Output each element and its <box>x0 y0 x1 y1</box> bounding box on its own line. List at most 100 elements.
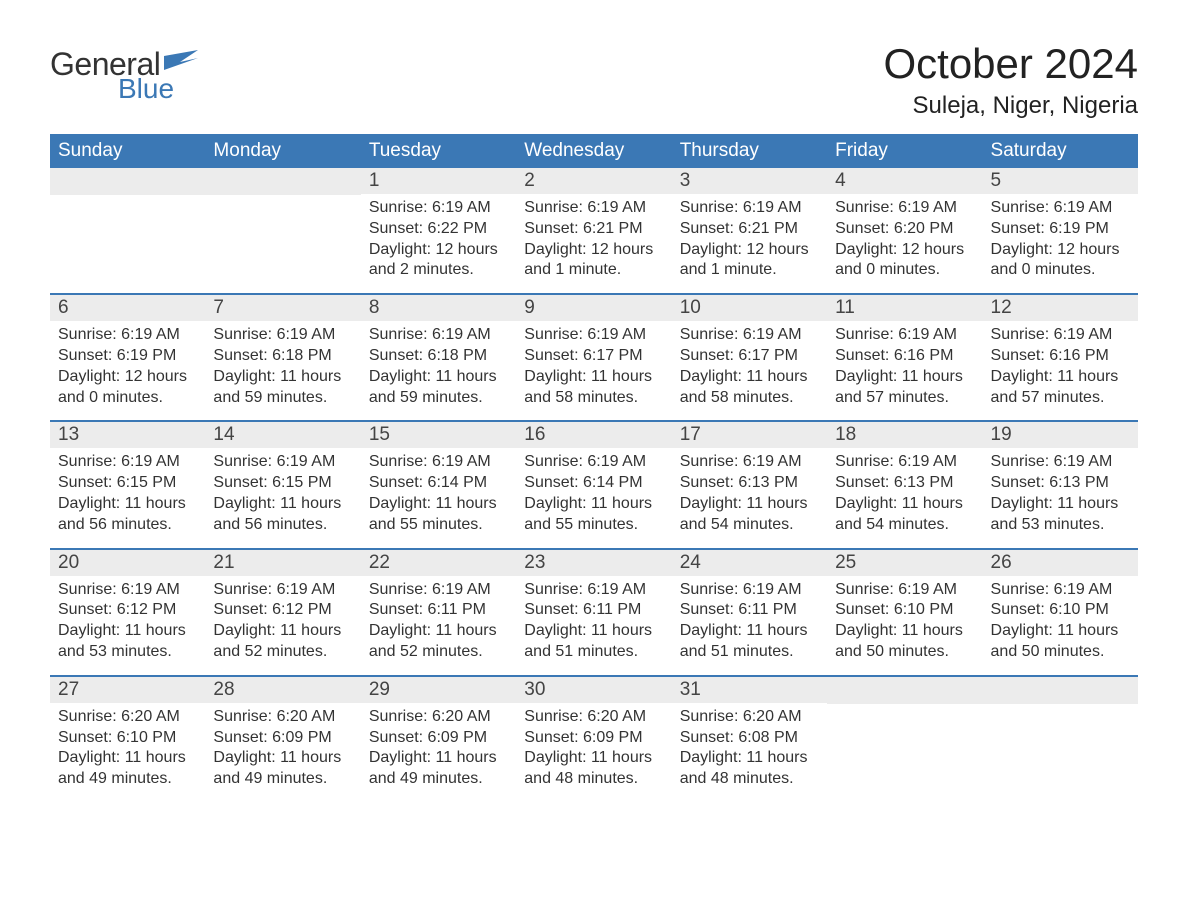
day-number: 31 <box>672 677 827 703</box>
day-number: 13 <box>50 422 205 448</box>
sunset-text: Sunset: 6:17 PM <box>680 346 819 367</box>
week-row: 6Sunrise: 6:19 AMSunset: 6:19 PMDaylight… <box>50 293 1138 420</box>
daylight-text: Daylight: 11 hours and 59 minutes. <box>369 367 508 409</box>
sunrise-text: Sunrise: 6:19 AM <box>835 580 974 601</box>
sunrise-text: Sunrise: 6:19 AM <box>835 198 974 219</box>
sunrise-text: Sunrise: 6:19 AM <box>213 580 352 601</box>
day-cell: 18Sunrise: 6:19 AMSunset: 6:13 PMDayligh… <box>827 422 982 547</box>
day-body: Sunrise: 6:20 AMSunset: 6:08 PMDaylight:… <box>672 703 827 802</box>
week-row: 13Sunrise: 6:19 AMSunset: 6:15 PMDayligh… <box>50 420 1138 547</box>
daylight-text: Daylight: 11 hours and 59 minutes. <box>213 367 352 409</box>
sunrise-text: Sunrise: 6:19 AM <box>213 325 352 346</box>
sunrise-text: Sunrise: 6:19 AM <box>524 452 663 473</box>
day-number: 30 <box>516 677 671 703</box>
day-cell: 1Sunrise: 6:19 AMSunset: 6:22 PMDaylight… <box>361 168 516 293</box>
day-body: Sunrise: 6:20 AMSunset: 6:09 PMDaylight:… <box>361 703 516 802</box>
daylight-text: Daylight: 11 hours and 49 minutes. <box>58 748 197 790</box>
sunrise-text: Sunrise: 6:19 AM <box>58 452 197 473</box>
day-number: 18 <box>827 422 982 448</box>
day-cell: 28Sunrise: 6:20 AMSunset: 6:09 PMDayligh… <box>205 677 360 802</box>
weekday-header-row: SundayMondayTuesdayWednesdayThursdayFrid… <box>50 134 1138 168</box>
weekday-header: Sunday <box>50 134 205 168</box>
day-cell: 4Sunrise: 6:19 AMSunset: 6:20 PMDaylight… <box>827 168 982 293</box>
day-cell: 6Sunrise: 6:19 AMSunset: 6:19 PMDaylight… <box>50 295 205 420</box>
day-number: 6 <box>50 295 205 321</box>
day-cell: 3Sunrise: 6:19 AMSunset: 6:21 PMDaylight… <box>672 168 827 293</box>
sunset-text: Sunset: 6:13 PM <box>991 473 1130 494</box>
daylight-text: Daylight: 11 hours and 50 minutes. <box>835 621 974 663</box>
sunrise-text: Sunrise: 6:19 AM <box>524 198 663 219</box>
sunset-text: Sunset: 6:18 PM <box>213 346 352 367</box>
daylight-text: Daylight: 11 hours and 55 minutes. <box>524 494 663 536</box>
day-body: Sunrise: 6:19 AMSunset: 6:14 PMDaylight:… <box>361 448 516 547</box>
sunrise-text: Sunrise: 6:19 AM <box>991 580 1130 601</box>
week-row: 1Sunrise: 6:19 AMSunset: 6:22 PMDaylight… <box>50 168 1138 293</box>
daylight-text: Daylight: 12 hours and 1 minute. <box>680 240 819 282</box>
sunrise-text: Sunrise: 6:19 AM <box>213 452 352 473</box>
sunrise-text: Sunrise: 6:19 AM <box>369 325 508 346</box>
sunrise-text: Sunrise: 6:19 AM <box>835 325 974 346</box>
day-cell: 13Sunrise: 6:19 AMSunset: 6:15 PMDayligh… <box>50 422 205 547</box>
day-cell: 20Sunrise: 6:19 AMSunset: 6:12 PMDayligh… <box>50 550 205 675</box>
daylight-text: Daylight: 11 hours and 55 minutes. <box>369 494 508 536</box>
day-number: 16 <box>516 422 671 448</box>
sunset-text: Sunset: 6:15 PM <box>58 473 197 494</box>
day-number: 21 <box>205 550 360 576</box>
day-number <box>205 168 360 195</box>
sunrise-text: Sunrise: 6:19 AM <box>680 325 819 346</box>
daylight-text: Daylight: 12 hours and 1 minute. <box>524 240 663 282</box>
day-body: Sunrise: 6:19 AMSunset: 6:11 PMDaylight:… <box>361 576 516 675</box>
daylight-text: Daylight: 11 hours and 56 minutes. <box>58 494 197 536</box>
weekday-header: Saturday <box>983 134 1138 168</box>
weekday-header: Thursday <box>672 134 827 168</box>
sunrise-text: Sunrise: 6:20 AM <box>524 707 663 728</box>
sunrise-text: Sunrise: 6:19 AM <box>524 580 663 601</box>
day-body: Sunrise: 6:20 AMSunset: 6:09 PMDaylight:… <box>205 703 360 802</box>
day-body: Sunrise: 6:20 AMSunset: 6:10 PMDaylight:… <box>50 703 205 802</box>
sunrise-text: Sunrise: 6:19 AM <box>58 580 197 601</box>
page-title: October 2024 <box>883 40 1138 88</box>
day-body: Sunrise: 6:19 AMSunset: 6:13 PMDaylight:… <box>983 448 1138 547</box>
day-cell: 8 Sunrise: 6:19 AMSunset: 6:18 PMDaylight… <box>361 295 516 420</box>
day-body: Sunrise: 6:19 AMSunset: 6:21 PMDaylight:… <box>672 194 827 293</box>
day-cell <box>983 677 1138 802</box>
sunset-text: Sunset: 6:22 PM <box>369 219 508 240</box>
day-cell: 5Sunrise: 6:19 AMSunset: 6:19 PMDaylight… <box>983 168 1138 293</box>
day-cell: 26 Sunrise: 6:19 AMSunset: 6:10 PMDayligh… <box>983 550 1138 675</box>
day-number: 26 <box>983 550 1138 576</box>
day-body: Sunrise: 6:19 AMSunset: 6:13 PMDaylight:… <box>827 448 982 547</box>
sunset-text: Sunset: 6:18 PM <box>369 346 508 367</box>
sunset-text: Sunset: 6:10 PM <box>991 600 1130 621</box>
day-cell: 24Sunrise: 6:19 AMSunset: 6:11 PMDayligh… <box>672 550 827 675</box>
day-body: Sunrise: 6:19 AMSunset: 6:17 PMDaylight:… <box>672 321 827 420</box>
sunset-text: Sunset: 6:16 PM <box>835 346 974 367</box>
day-body: Sunrise: 6:19 AMSunset: 6:19 PMDaylight:… <box>983 194 1138 293</box>
day-cell <box>827 677 982 802</box>
day-number: 27 <box>50 677 205 703</box>
day-number: 8 <box>361 295 516 321</box>
day-number: 10 <box>672 295 827 321</box>
calendar: SundayMondayTuesdayWednesdayThursdayFrid… <box>50 134 1138 802</box>
sunrise-text: Sunrise: 6:19 AM <box>369 452 508 473</box>
daylight-text: Daylight: 11 hours and 54 minutes. <box>680 494 819 536</box>
day-number: 19 <box>983 422 1138 448</box>
day-number: 2 <box>516 168 671 194</box>
title-block: October 2024 Suleja, Niger, Nigeria <box>883 40 1138 120</box>
daylight-text: Daylight: 11 hours and 58 minutes. <box>524 367 663 409</box>
sunset-text: Sunset: 6:20 PM <box>835 219 974 240</box>
sunset-text: Sunset: 6:13 PM <box>680 473 819 494</box>
day-body: Sunrise: 6:19 AMSunset: 6:15 PMDaylight:… <box>50 448 205 547</box>
day-body: Sunrise: 6:19 AMSunset: 6:20 PMDaylight:… <box>827 194 982 293</box>
day-cell: 23Sunrise: 6:19 AMSunset: 6:11 PMDayligh… <box>516 550 671 675</box>
daylight-text: Daylight: 11 hours and 50 minutes. <box>991 621 1130 663</box>
day-cell: 10Sunrise: 6:19 AMSunset: 6:17 PMDayligh… <box>672 295 827 420</box>
day-number: 29 <box>361 677 516 703</box>
day-body: Sunrise: 6:19 AMSunset: 6:16 PMDaylight:… <box>983 321 1138 420</box>
day-cell: 30Sunrise: 6:20 AMSunset: 6:09 PMDayligh… <box>516 677 671 802</box>
sunset-text: Sunset: 6:11 PM <box>680 600 819 621</box>
day-body: Sunrise: 6:19 AMSunset: 6:10 PMDaylight:… <box>827 576 982 675</box>
day-cell: 12Sunrise: 6:19 AMSunset: 6:16 PMDayligh… <box>983 295 1138 420</box>
sunset-text: Sunset: 6:12 PM <box>213 600 352 621</box>
day-body: Sunrise: 6:19 AMSunset: 6:11 PMDaylight:… <box>672 576 827 675</box>
logo-word-blue: Blue <box>118 73 174 105</box>
